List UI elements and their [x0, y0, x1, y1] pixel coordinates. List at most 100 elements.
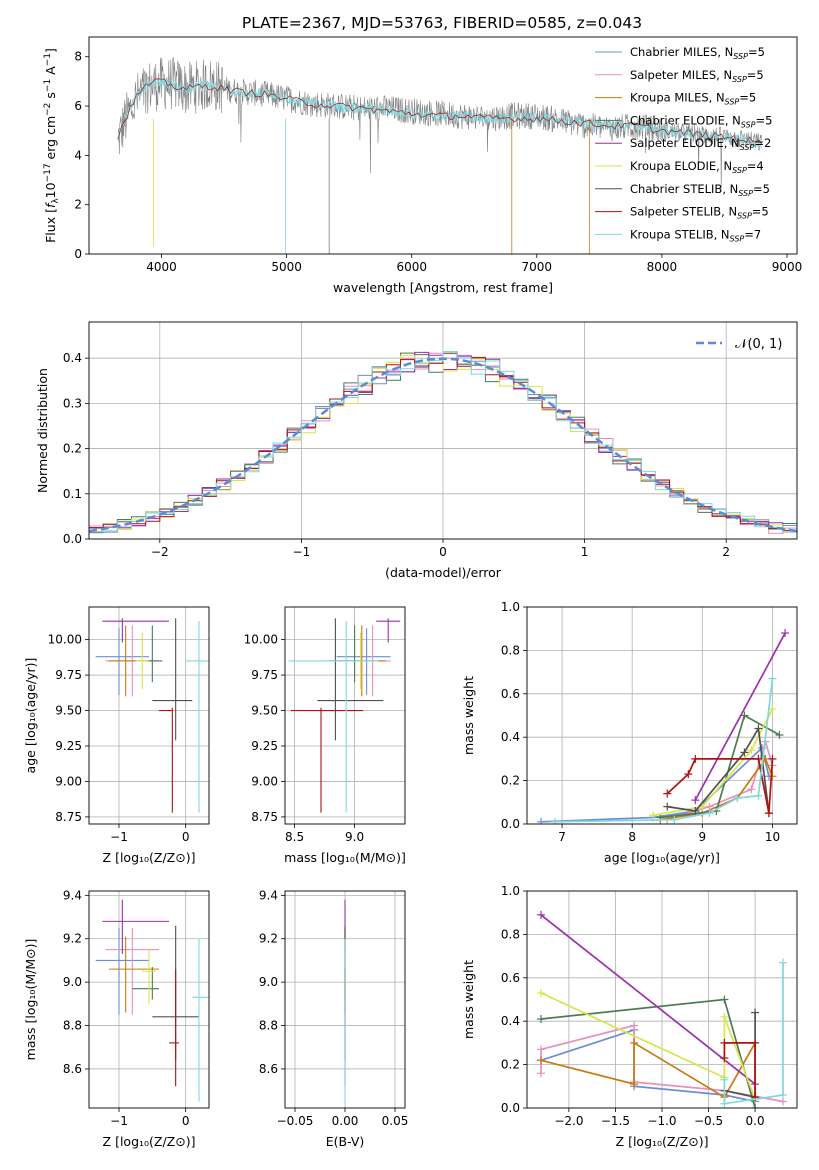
legend-entry-name: Salpeter STELIB, N: [630, 205, 737, 219]
x-axis-label: age [log₁₀(age/yr)]: [604, 850, 720, 865]
y-tick-label: 8.75: [55, 810, 82, 824]
y-axis-label: mass weight: [461, 676, 476, 755]
legend-entry: Chabrier STELIB, NSSP=5: [630, 182, 770, 198]
y-tick-label: 0.2: [501, 1058, 520, 1072]
y-tick-label: 0.8: [501, 643, 520, 657]
x-tick-label: −1: [293, 545, 311, 559]
y-tick-label: 0.4: [501, 1014, 520, 1028]
legend-entry: Kroupa ELODIE, NSSP=4: [630, 159, 764, 175]
weight-series: [667, 725, 770, 814]
x-tick-label: 6000: [396, 260, 427, 274]
panel-residuals: −2 −1 0 1 2 0.0 0.1 0.2 0.3 0.4 (data-model)/error…: [35, 321, 798, 580]
weight-series: [540, 914, 756, 1085]
x-tick-label: 0: [182, 1114, 190, 1128]
legend-entry-sub: SSP: [725, 98, 740, 107]
legend-entry-sub: SSP: [730, 234, 745, 243]
y-axis-label-part: ]: [43, 48, 58, 53]
y-tick-label: 9.00: [55, 774, 82, 788]
y-axis-label-part: −17: [43, 163, 53, 182]
y-tick-label: 1.0: [501, 600, 520, 614]
plot-area: [89, 351, 797, 534]
x-tick-label: 7000: [522, 260, 553, 274]
x-tick-label: −0.05: [277, 1114, 314, 1128]
x-tick-label: 0.0: [746, 1114, 765, 1128]
y-axis-label-part: erg cm: [43, 116, 58, 164]
x-tick-label: −2: [151, 545, 169, 559]
axes-frame: [284, 606, 406, 825]
legend-entry-value: =5: [756, 113, 773, 127]
y-tick-label: 9.0: [63, 975, 82, 989]
y-tick-label: 6: [74, 99, 82, 113]
x-tick-label: 0: [182, 830, 190, 844]
legend-entry-name: Chabrier ELODIE, N: [630, 113, 741, 127]
y-tick-label: 9.4: [63, 888, 82, 902]
y-tick-label: 0.2: [501, 774, 520, 788]
x-axis-label: Z [log₁₀(Z/Z⊙)]: [103, 850, 196, 865]
y-axis-label-part: −1: [43, 79, 53, 92]
y-tick-label: 2: [74, 198, 82, 212]
legend-entry-value: =5: [748, 45, 765, 59]
plot-area: [95, 899, 209, 1102]
x-axis-label: mass [log₁₀(M/M⊙)]: [284, 850, 406, 865]
y-tick-label: 0: [74, 247, 82, 261]
y-tick-label: 9.50: [251, 704, 278, 718]
figure-title: PLATE=2367, MJD=53763, FIBERID=0585, z=0…: [242, 14, 642, 32]
y-tick-label: 0.1: [63, 487, 82, 501]
y-tick-label: 9.25: [251, 739, 278, 753]
y-axis-label-part: 10: [43, 182, 58, 198]
y-axis-label-part: s: [43, 92, 58, 103]
y-tick-label: 8.8: [259, 1019, 278, 1033]
weight-series: [666, 758, 774, 814]
y-axis-label: Normed distribution: [35, 368, 50, 493]
y-tick-label: 9.4: [259, 888, 278, 902]
weight-series: [555, 678, 774, 823]
y-tick-label: 9.2: [63, 932, 82, 946]
x-tick-label: −1.5: [601, 1114, 630, 1128]
legend-entry-value: =2: [754, 136, 771, 150]
y-tick-label: 0.2: [63, 442, 82, 456]
residual-legend: 𝒩(0, 1): [696, 337, 782, 352]
y-tick-label: 4: [74, 148, 82, 162]
legend-entry-sub: SSP: [732, 166, 747, 175]
legend-entry-name: Kroupa MILES, N: [630, 91, 725, 105]
weight-series: [660, 714, 780, 819]
y-tick-label: 10.00: [244, 633, 278, 647]
legend-entry-name: Salpeter ELODIE, N: [630, 136, 740, 150]
legend-entry-value: =5: [752, 205, 769, 219]
plot-area: [536, 910, 788, 1108]
legend-entry-name: Salpeter MILES, N: [630, 68, 732, 82]
y-axis-label: Flux [fλ10−17 erg cm−2 s−1 A−1]: [43, 48, 61, 243]
spectrum-series: [117, 76, 763, 150]
legend-entry-value: =5: [739, 91, 756, 105]
x-tick-label: 5000: [271, 260, 302, 274]
y-tick-label: 1.0: [501, 884, 520, 898]
y-tick-label: 8.75: [251, 810, 278, 824]
panel-spectrum: 4000 5000 6000 7000 8000 9000 0 2 4 6 8 wavelength …: [43, 36, 802, 295]
x-tick-label: 9: [699, 830, 707, 844]
y-tick-label: 0.3: [63, 396, 82, 410]
panel-weight-vs-Z: −2.0 −1.5 −1.0 −0.5 0.0 0.0 0.2 0.4 0.6 0.8 1.0 Z […: [461, 884, 798, 1149]
y-tick-label: 0.0: [501, 817, 520, 831]
x-tick-label: 4000: [146, 260, 177, 274]
panel-age-vs-Z: −1 0 8.75 9.00 9.25 9.50 9.75 10.00 Z [log₁₀(Z/Z…: [23, 606, 210, 865]
legend-entry-sub: SSP: [737, 212, 752, 221]
legend-entry: Salpeter MILES, NSSP=5: [630, 68, 764, 84]
plot-area: [537, 629, 790, 824]
y-axis-label-part: f: [43, 202, 58, 208]
y-tick-label: 8.8: [63, 1019, 82, 1033]
legend-entry-value: =5: [747, 68, 764, 82]
weight-series: [723, 962, 784, 1105]
x-tick-label: 0.00: [332, 1114, 359, 1128]
legend-entry-sub: SSP: [733, 52, 748, 61]
x-tick-label: −1.0: [647, 1114, 676, 1128]
y-tick-label: 8: [74, 50, 82, 64]
weight-series: [723, 1042, 756, 1098]
y-axis-label: mass [log₁₀(M/M⊙)]: [23, 939, 38, 1061]
y-tick-label: 8.6: [63, 1062, 82, 1076]
legend-entry-sub: SSP: [732, 75, 747, 84]
legend-entry: Salpeter ELODIE, NSSP=2: [630, 136, 771, 152]
y-tick-label: 0.4: [501, 730, 520, 744]
x-axis-label: Z [log₁₀(Z/Z⊙)]: [103, 1134, 196, 1149]
